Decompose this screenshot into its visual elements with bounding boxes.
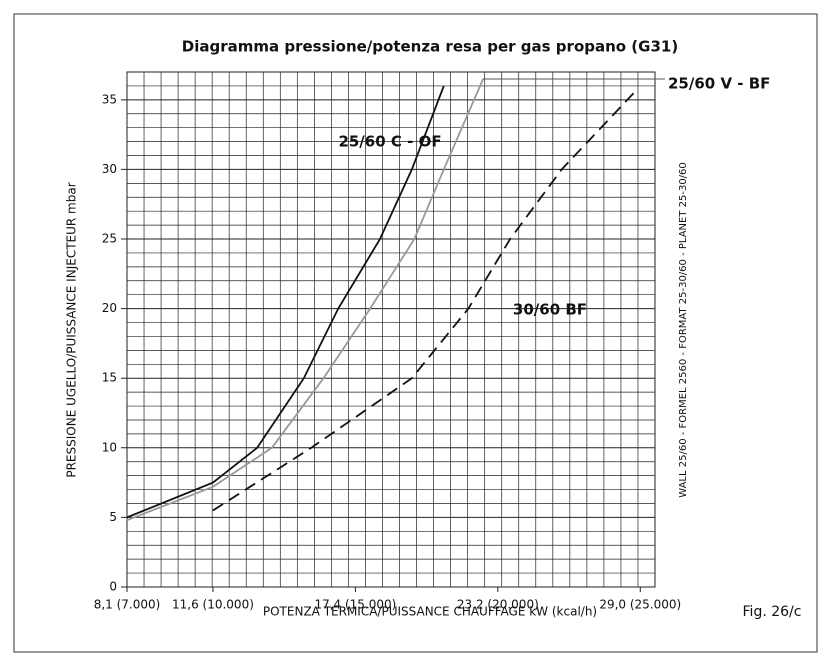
x-tick-label: 8,1 (7.000) (94, 598, 161, 612)
x-tick-label: 17,4 (15.000) (314, 598, 396, 612)
x-axis-label: POTENZA TERMICA/PUISSANCE CHAUFFAGE kW (… (263, 605, 597, 619)
series-line (212, 88, 639, 512)
series-label: 25/60 C - OF (338, 133, 441, 151)
y-tick-label: 25 (102, 232, 117, 246)
x-tick-label: 11,6 (10.000) (172, 598, 254, 612)
y-tick-label: 20 (102, 301, 117, 315)
x-tick-label: 23,2 (20.000) (457, 598, 539, 612)
y-tick-label: 0 (109, 580, 117, 594)
y-tick-label: 30 (102, 162, 117, 176)
frame (13, 13, 818, 653)
side-note: WALL 25/60 - FORMEL 2560 - FORMAT 25-30/… (678, 162, 689, 498)
y-tick-label: 10 (102, 440, 117, 454)
series-line (126, 85, 445, 519)
y-axis-label: PRESSIONE UGELLO/PUISSANCE INJECTEUR mba… (65, 182, 79, 477)
y-tick-label: 15 (102, 371, 117, 385)
figure-label: Fig. 26/c (743, 604, 802, 620)
series-label: 30/60 BF (513, 301, 587, 319)
y-tick-label: 5 (109, 510, 117, 524)
series-line (126, 78, 484, 522)
chart-title: Diagramma pressione/potenza resa per gas… (182, 38, 678, 56)
y-tick-label: 35 (102, 92, 117, 106)
series-label: 25/60 V - BF (668, 75, 770, 93)
x-tick-label: 29,0 (25.000) (599, 598, 681, 612)
